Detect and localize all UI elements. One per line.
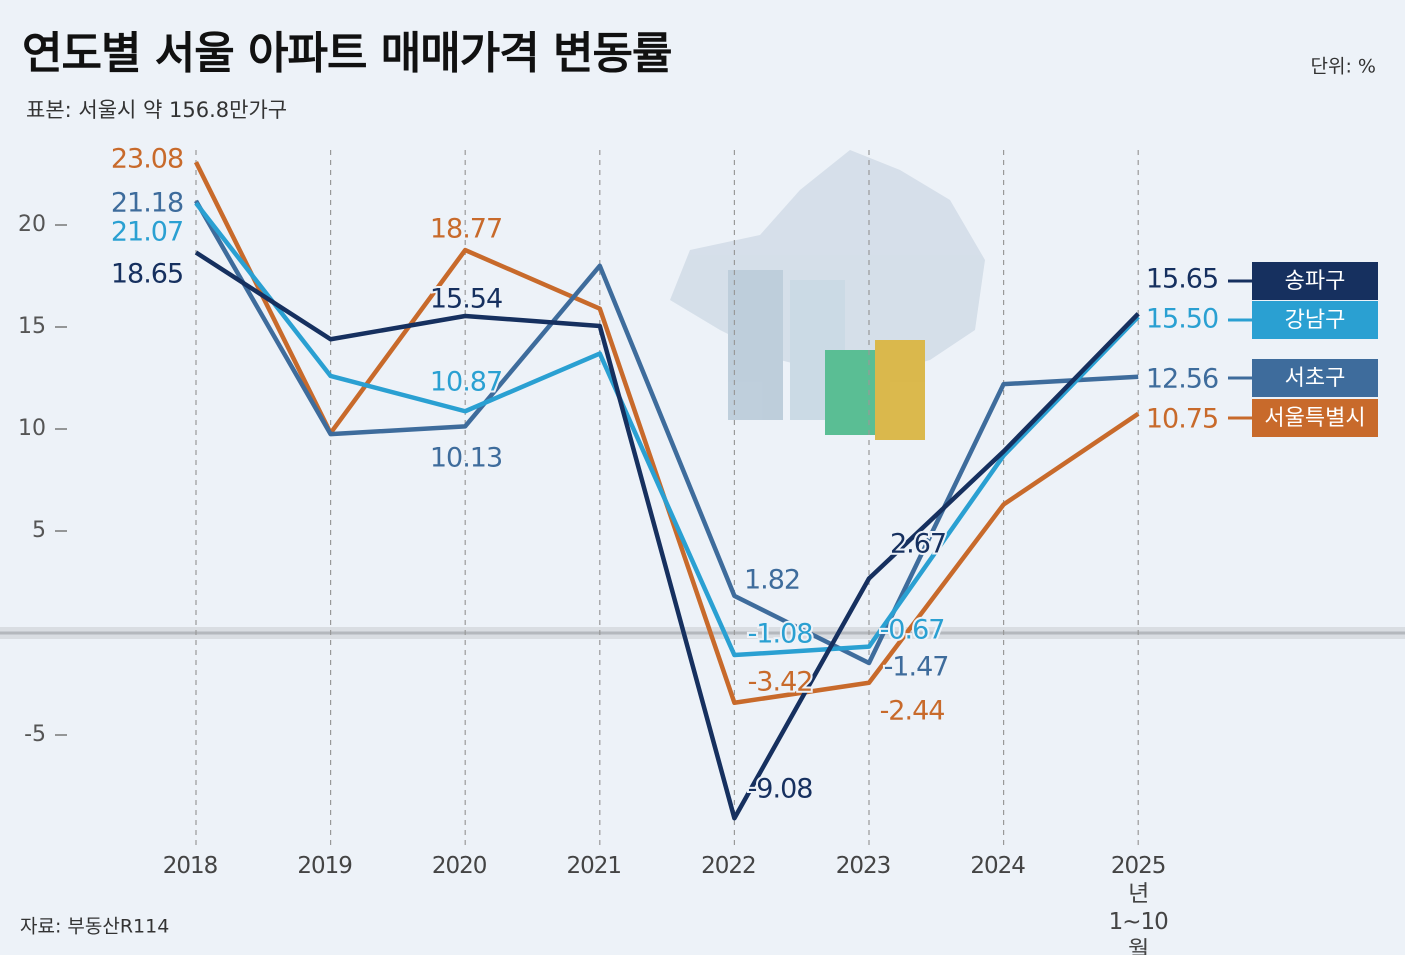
y-tick-label: -5 [24,722,46,747]
value-label: 1.82 [744,565,800,596]
unit: 단위: % [1311,56,1376,78]
value-label: 10.13 [430,443,502,474]
legend-box [1252,262,1378,300]
value-label: 18.77 [430,214,502,245]
value-label: -1.08 [748,619,813,650]
value-label: -1.47 [884,652,949,683]
series-line [194,201,1140,658]
x-tick-label: 2020 [431,853,488,879]
value-label: 23.08 [111,144,183,175]
legend-box [1252,301,1378,339]
legend-label: 송파구 [1285,269,1346,294]
series-line [194,250,1140,821]
value-label: -2.44 [880,696,945,727]
legend-label: 강남구 [1285,308,1346,333]
value-label: -0.67 [880,615,945,646]
legend-box [1252,399,1378,437]
y-tick-label: 5 [32,518,46,543]
y-tick-label: 15 [18,314,46,339]
value-label: 21.18 [111,188,183,219]
subtitle: 표본: 서울시 약 156.8만가구 [26,98,287,122]
y-tick-label: 10 [18,416,46,441]
value-label: 18.65 [111,259,183,290]
y-tick-label: 20 [18,212,46,237]
x-tick-label: 2019 [297,853,353,879]
illustration [670,150,985,440]
chart-title: 연도별 서울 아파트 매매가격 변동률 [22,28,671,79]
value-label: 2.67 [890,529,946,560]
x-tick-label: 2021 [566,853,623,879]
value-label: 15.50 [1146,304,1218,335]
series-line [194,199,1139,666]
value-label: 15.65 [1146,264,1218,295]
value-label: 12.56 [1146,364,1218,395]
legend-label: 서울특별시 [1264,406,1365,431]
x-tick-label: 2025년 1~10월 [1108,853,1169,955]
legend-box [1252,359,1378,397]
x-tick-label: 2022 [701,853,757,879]
value-label: 10.87 [430,367,502,398]
value-label: 10.75 [1146,404,1218,435]
value-label: 15.54 [430,284,502,315]
x-tick-label: 2024 [970,853,1026,879]
value-label: -3.42 [748,667,813,698]
value-label: -9.08 [748,774,813,805]
x-tick-label: 2023 [835,853,892,879]
value-label: 21.07 [111,217,183,248]
legend-label: 서초구 [1285,366,1346,391]
source: 자료: 부동산R114 [20,916,169,938]
x-tick-label: 2018 [162,853,219,879]
